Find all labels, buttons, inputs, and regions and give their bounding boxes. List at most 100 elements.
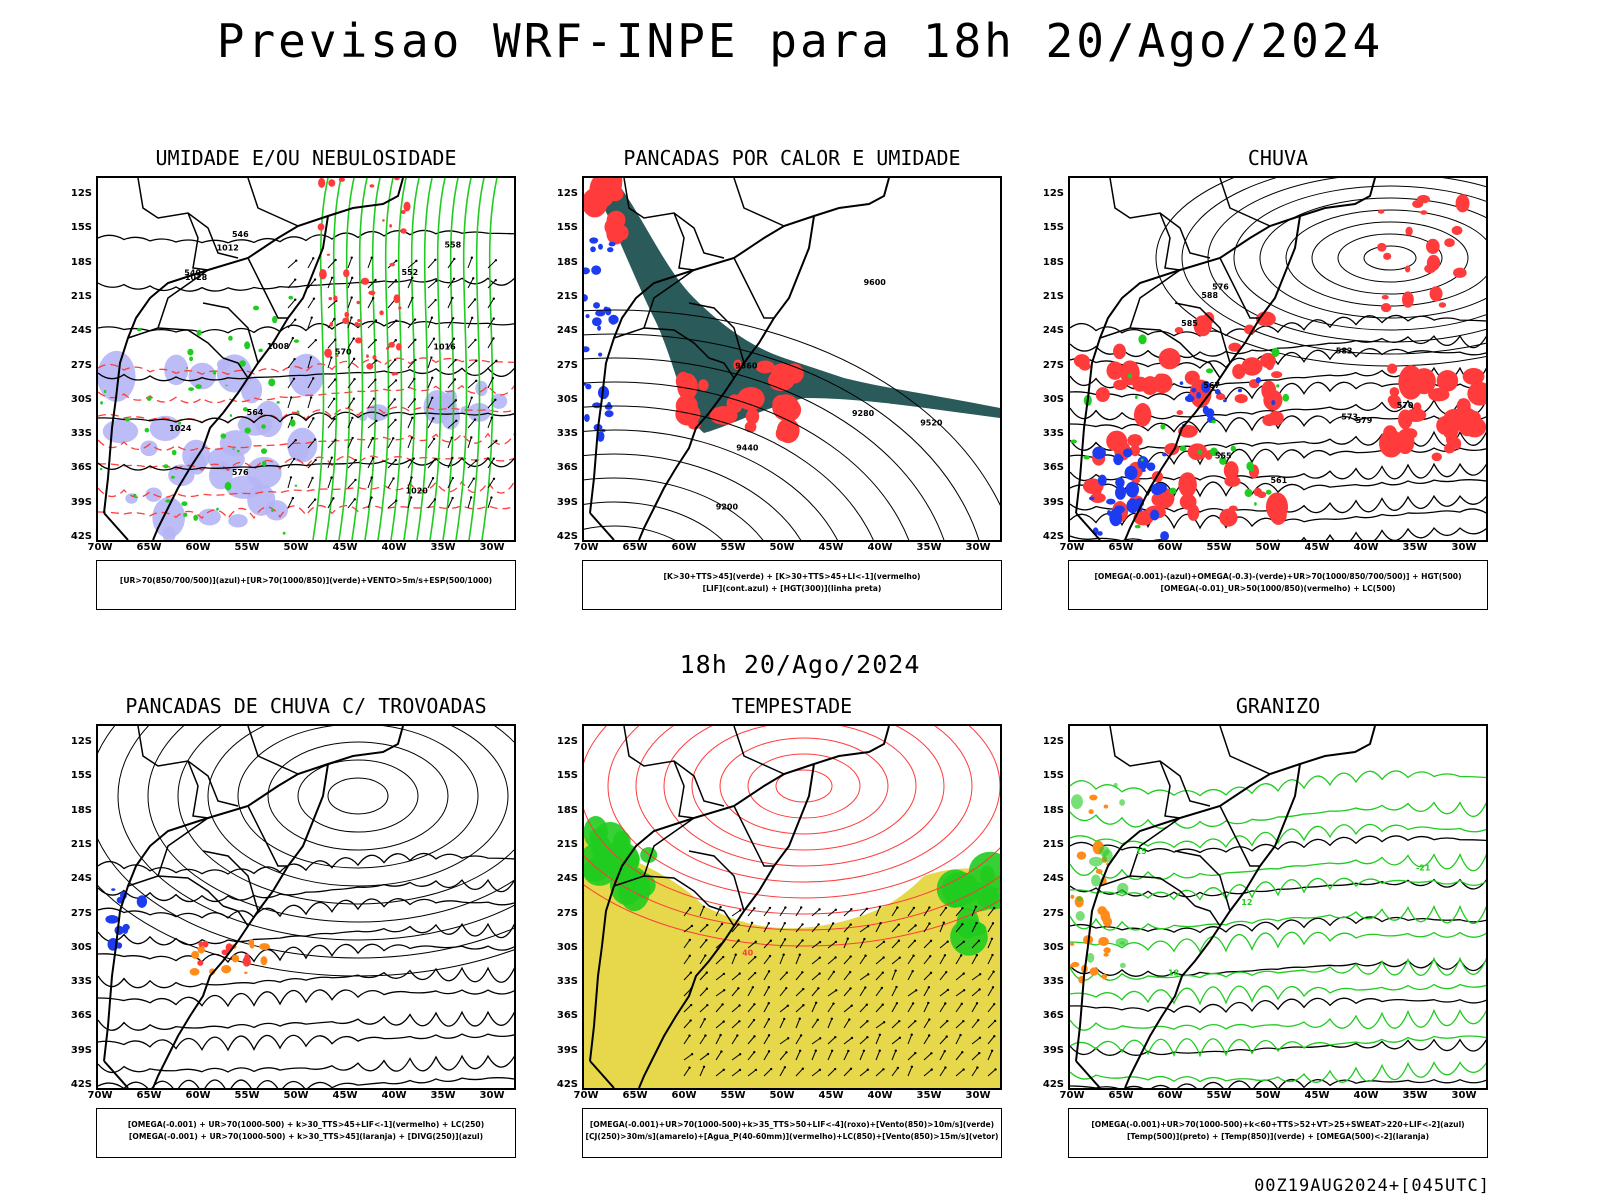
map-canvas: 9200 9280 9360 9440 9520 9600 bbox=[584, 178, 1000, 540]
contour-label: 1024 bbox=[169, 424, 192, 433]
rain-red-ne bbox=[1377, 194, 1470, 313]
latitude-tick-label: 18S bbox=[556, 804, 578, 816]
contour-label: 585 bbox=[1181, 319, 1198, 328]
hail-green-blobs bbox=[1071, 782, 1129, 968]
latitude-tick-label: 27S bbox=[556, 907, 578, 919]
green-humidity-lines bbox=[312, 178, 498, 540]
longitude-tick-label: 45W bbox=[1304, 542, 1330, 553]
contour-label: 582 bbox=[1336, 347, 1353, 356]
longitude-tick-label: 60W bbox=[671, 1090, 697, 1101]
contour-label: 1020 bbox=[406, 486, 429, 495]
panel3-anticyclone-streamlines bbox=[98, 726, 514, 977]
contour-label: 9360 bbox=[735, 361, 758, 370]
longitude-tick-label: 40W bbox=[1353, 1090, 1379, 1101]
map-frame: 9200 9280 9360 9440 9520 9600 bbox=[582, 176, 1002, 542]
contour-label: 546 bbox=[232, 230, 249, 239]
longitude-tick-label: 35W bbox=[430, 542, 456, 553]
latitude-axis: 12S 15S 18S 21S 24S 27S 30S 33S 36S 39S 42S bbox=[56, 724, 92, 1090]
legend-line: [OMEGA(-0.001)+UR>70(1000-500)+k<60+TTS>… bbox=[1091, 1120, 1465, 1129]
longitude-tick-label: 45W bbox=[332, 542, 358, 553]
green-speckles bbox=[100, 295, 300, 535]
latitude-tick-label: 21S bbox=[556, 290, 578, 302]
latitude-tick-label: 36S bbox=[1042, 1010, 1064, 1022]
latitude-tick-label: 39S bbox=[70, 496, 92, 508]
legend-box: [OMEGA(-0.001)+UR>70(1000-500)+k<60+TTS>… bbox=[1068, 1108, 1488, 1158]
latitude-tick-label: 21S bbox=[70, 290, 92, 302]
instability-teal-area bbox=[604, 178, 1000, 433]
latitude-tick-label: 12S bbox=[556, 188, 578, 199]
panel5-temp500-contours bbox=[1070, 835, 1486, 1088]
longitude-tick-label: 45W bbox=[818, 1090, 844, 1101]
latitude-tick-label: 30S bbox=[556, 941, 578, 953]
longitude-axis: 70W 65W 60W 55W 50W 45W 40W 35W 30W bbox=[88, 542, 516, 556]
latitude-axis: 12S 15S 18S 21S 24S 27S 30S 33S 36S 39S 42S bbox=[542, 724, 578, 1090]
longitude-tick-label: 55W bbox=[720, 1090, 746, 1101]
thunder-orange-areas bbox=[189, 938, 271, 976]
jet-yellow-area bbox=[584, 836, 1000, 1088]
contour-label: 12 bbox=[1241, 898, 1252, 907]
longitude-tick-label: 40W bbox=[1353, 542, 1379, 553]
legend-line: [UR>70(850/700/500)](azul)+[UR>70(1000/8… bbox=[119, 576, 493, 585]
legend-line: [LIF](cont.azul) + [HGT(300)](linha pret… bbox=[702, 584, 882, 593]
legend-line: [OMEGA(-0.001) + UR>70(1000-500) + k>30_… bbox=[128, 1132, 484, 1141]
longitude-tick-label: 30W bbox=[479, 1090, 505, 1101]
red-cloud-marks bbox=[317, 178, 411, 376]
latitude-tick-label: 24S bbox=[70, 325, 92, 337]
latitude-tick-label: 27S bbox=[1042, 359, 1064, 371]
latitude-tick-label: 27S bbox=[556, 359, 578, 371]
map-frame bbox=[96, 724, 516, 1090]
contour-label: 9200 bbox=[716, 502, 739, 511]
legend-box: [UR>70(850/700/500)](azul)+[UR>70(1000/8… bbox=[96, 560, 516, 610]
panel-pancadas-trovoadas: PANCADAS DE CHUVA C/ TROVOADAS 12S 15S 18S 2… bbox=[71, 694, 516, 1158]
panel1-geography bbox=[589, 178, 890, 540]
contour-label: 9600 bbox=[864, 278, 887, 287]
latitude-tick-label: 27S bbox=[1042, 907, 1064, 919]
longitude-tick-label: 30W bbox=[1451, 1090, 1477, 1101]
latitude-tick-label: 18S bbox=[1042, 804, 1064, 816]
longitude-tick-label: 40W bbox=[381, 542, 407, 553]
longitude-tick-label: 70W bbox=[1059, 542, 1085, 553]
latitude-axis: 12S 15S 18S 21S 24S 27S 30S 33S 36S 39S 42S bbox=[542, 176, 578, 542]
legend-line: [OMEGA(-0.001)+UR>70(1000-500)+k>35_TTS>… bbox=[589, 1120, 995, 1129]
map-frame: 555 561 567 570 573 576 579 582 585 588 bbox=[1068, 176, 1488, 542]
contour-label: 567 bbox=[1203, 381, 1220, 390]
panel5-temp850-contours bbox=[1070, 770, 1486, 1083]
rain-red-areas bbox=[1073, 311, 1289, 527]
contour-label: 570 bbox=[1397, 401, 1414, 410]
contour-label: 576 bbox=[232, 468, 249, 477]
contour-label: 40 bbox=[742, 949, 754, 958]
latitude-tick-label: 24S bbox=[556, 325, 578, 337]
longitude-axis: 70W 65W 60W 55W 50W 45W 40W 35W 30W bbox=[1060, 1090, 1488, 1104]
longitude-tick-label: 60W bbox=[671, 542, 697, 553]
panel2-high-streamlines bbox=[1155, 178, 1486, 367]
longitude-axis: 70W 65W 60W 55W 50W 45W 40W 35W 30W bbox=[574, 542, 1002, 556]
contour-label: 561 bbox=[1270, 476, 1287, 485]
longitude-tick-label: 30W bbox=[965, 1090, 991, 1101]
rain-green-specks bbox=[1070, 334, 1290, 529]
longitude-tick-label: 55W bbox=[720, 542, 746, 553]
panel2-contour-labels: 555 561 567 570 573 576 579 582 585 588 bbox=[1181, 283, 1414, 485]
longitude-tick-label: 50W bbox=[769, 1090, 795, 1101]
longitude-tick-label: 50W bbox=[283, 542, 309, 553]
contour-label: -21 bbox=[1416, 863, 1431, 872]
latitude-tick-label: 27S bbox=[70, 907, 92, 919]
contour-label: 18 bbox=[1168, 968, 1180, 977]
latitude-tick-label: 33S bbox=[1042, 428, 1064, 440]
latitude-tick-label: 30S bbox=[70, 393, 92, 405]
panel5-contour-labels: 12 15 18 -21 bbox=[1136, 847, 1431, 977]
latitude-axis: 12S 15S 18S 21S 24S 27S 30S 33S 36S 39S 42S bbox=[56, 176, 92, 542]
latitude-tick-label: 12S bbox=[1042, 736, 1064, 747]
latitude-tick-label: 39S bbox=[556, 496, 578, 508]
latitude-tick-label: 39S bbox=[556, 1044, 578, 1056]
longitude-tick-label: 70W bbox=[573, 1090, 599, 1101]
legend-box: [OMEGA(-0.001) + UR>70(1000-500) + k>30_… bbox=[96, 1108, 516, 1158]
wind-vectors bbox=[287, 256, 498, 509]
longitude-tick-label: 65W bbox=[136, 1090, 162, 1101]
longitude-tick-label: 35W bbox=[916, 542, 942, 553]
longitude-tick-label: 30W bbox=[479, 542, 505, 553]
contour-label: 9520 bbox=[920, 418, 943, 427]
contour-label: 573 bbox=[1341, 413, 1358, 422]
longitude-tick-label: 70W bbox=[1059, 1090, 1085, 1101]
longitude-tick-label: 45W bbox=[332, 1090, 358, 1101]
panel0-contour-labels: 1012 1016 1008 1020 1024 1028 570 576 564 558 552 5… bbox=[169, 230, 461, 495]
